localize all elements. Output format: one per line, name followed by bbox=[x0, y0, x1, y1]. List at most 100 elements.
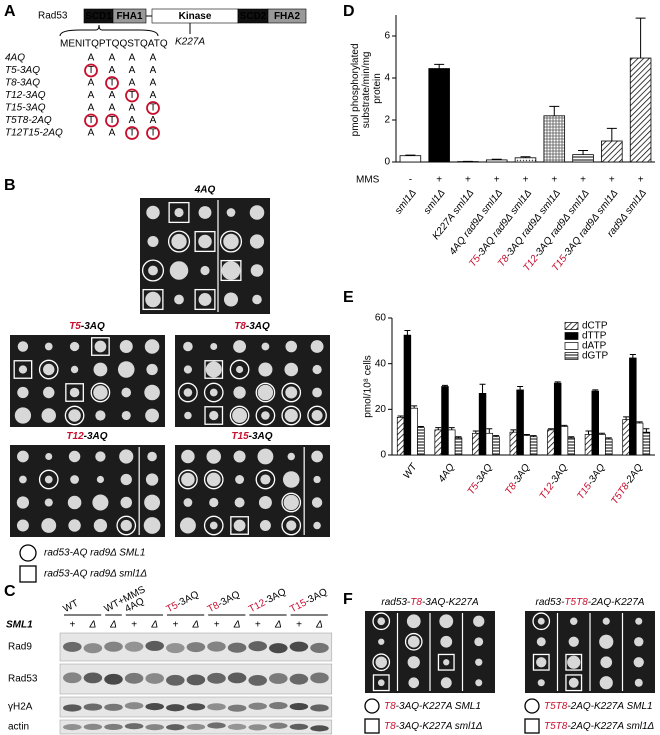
text-span: -2AQ-K227A SML1 bbox=[567, 701, 652, 712]
colony bbox=[226, 208, 236, 217]
colony bbox=[475, 679, 483, 687]
x-tick-label: T5T8-2AQ bbox=[609, 462, 645, 507]
plate-title: rad53-T5T8-2AQ-K227A bbox=[536, 597, 645, 608]
residue: A bbox=[150, 90, 157, 101]
x-tick-label: T8-3AQ bbox=[503, 462, 532, 497]
colony bbox=[147, 451, 157, 462]
error-line bbox=[472, 430, 479, 434]
marker-circle bbox=[255, 382, 276, 403]
blot-label: Rad9 bbox=[8, 642, 32, 653]
colony bbox=[94, 340, 107, 353]
marker-square bbox=[142, 288, 164, 311]
bar bbox=[514, 157, 537, 163]
bar bbox=[553, 382, 562, 456]
colony bbox=[68, 450, 81, 463]
blot-band bbox=[186, 723, 206, 731]
y-axis-label: pmol/10⁸ cells bbox=[363, 355, 374, 418]
legend-circle bbox=[364, 698, 380, 714]
blot-image bbox=[59, 719, 333, 735]
blot-band bbox=[124, 723, 144, 730]
text-span: -3AQ bbox=[249, 431, 273, 442]
colony bbox=[568, 636, 579, 647]
blot-band bbox=[248, 674, 267, 686]
x-tick-label: 4AQ bbox=[436, 462, 457, 485]
colony bbox=[377, 617, 386, 626]
protein-name: Rad53 bbox=[38, 11, 68, 22]
colony bbox=[283, 494, 299, 511]
legend-circle bbox=[524, 698, 540, 714]
marker-square bbox=[220, 259, 242, 282]
colony bbox=[145, 291, 161, 308]
colony bbox=[119, 449, 134, 464]
lane-label: + bbox=[296, 620, 302, 631]
error-bar bbox=[493, 435, 500, 437]
error-bar bbox=[636, 421, 643, 424]
colony bbox=[313, 521, 321, 530]
colony bbox=[205, 361, 222, 378]
text-span: T8 bbox=[234, 321, 246, 332]
text-span: -3AQ bbox=[585, 462, 608, 488]
text-span: rad53- bbox=[536, 597, 566, 608]
error-line bbox=[549, 105, 560, 116]
blot-band bbox=[104, 641, 123, 652]
marker-circle bbox=[64, 405, 85, 426]
residue: T bbox=[150, 128, 156, 139]
text-span: T12 bbox=[66, 431, 84, 442]
row-label: MMS bbox=[356, 175, 380, 186]
blot-band bbox=[63, 704, 82, 712]
lane-label: Δ bbox=[233, 620, 241, 631]
bar bbox=[629, 57, 652, 163]
colony bbox=[147, 235, 159, 248]
residue: A bbox=[88, 128, 95, 139]
colony bbox=[599, 634, 614, 649]
bar bbox=[622, 419, 630, 456]
colony bbox=[17, 450, 29, 463]
error-line bbox=[405, 154, 416, 156]
colony bbox=[234, 497, 245, 508]
colony bbox=[257, 384, 274, 401]
error-bar bbox=[599, 432, 606, 435]
bar bbox=[635, 422, 644, 456]
colony bbox=[232, 408, 248, 423]
colony bbox=[119, 339, 133, 354]
legend-label: dGTP bbox=[582, 351, 608, 362]
colony bbox=[537, 617, 545, 625]
blot-band bbox=[207, 672, 226, 684]
error-line bbox=[530, 435, 537, 437]
marker-circle bbox=[532, 612, 551, 631]
blot-band bbox=[227, 704, 247, 712]
lane-label: Δ bbox=[150, 620, 158, 631]
y-tick-label: 6 bbox=[384, 31, 390, 42]
text-span: -3AQ bbox=[472, 462, 495, 488]
colony bbox=[223, 292, 239, 307]
text-span: T5 bbox=[69, 321, 81, 332]
error-line bbox=[636, 421, 643, 424]
error-line bbox=[510, 429, 517, 433]
colony bbox=[93, 385, 108, 400]
sequence: MENITQPTQQSTQATQ bbox=[60, 39, 168, 50]
blot-band bbox=[145, 703, 164, 711]
error-bar bbox=[605, 437, 612, 440]
legend-text: rad53-AQ rad9Δ SML1 bbox=[44, 548, 145, 559]
blot-band bbox=[310, 704, 329, 712]
colony bbox=[14, 407, 32, 424]
colony bbox=[148, 265, 158, 276]
text-span: -3AQ-K227A sml1Δ bbox=[396, 721, 483, 732]
bar bbox=[629, 357, 637, 456]
error-line bbox=[517, 386, 524, 390]
colony bbox=[233, 340, 246, 353]
blot-band bbox=[207, 641, 226, 652]
marker-square bbox=[372, 674, 390, 692]
colony bbox=[174, 294, 184, 305]
error-bar bbox=[486, 428, 493, 434]
panel-label: C bbox=[4, 583, 16, 600]
text-span: -3AQ bbox=[510, 462, 533, 488]
colony bbox=[474, 637, 484, 647]
y-axis-label-line: substrate/min/mg bbox=[361, 49, 372, 128]
text-span: T5T8 bbox=[544, 701, 568, 712]
blot-band bbox=[83, 703, 103, 711]
colony bbox=[284, 362, 299, 377]
colony bbox=[121, 410, 131, 421]
error-line bbox=[606, 127, 617, 141]
blot-band bbox=[289, 673, 309, 685]
